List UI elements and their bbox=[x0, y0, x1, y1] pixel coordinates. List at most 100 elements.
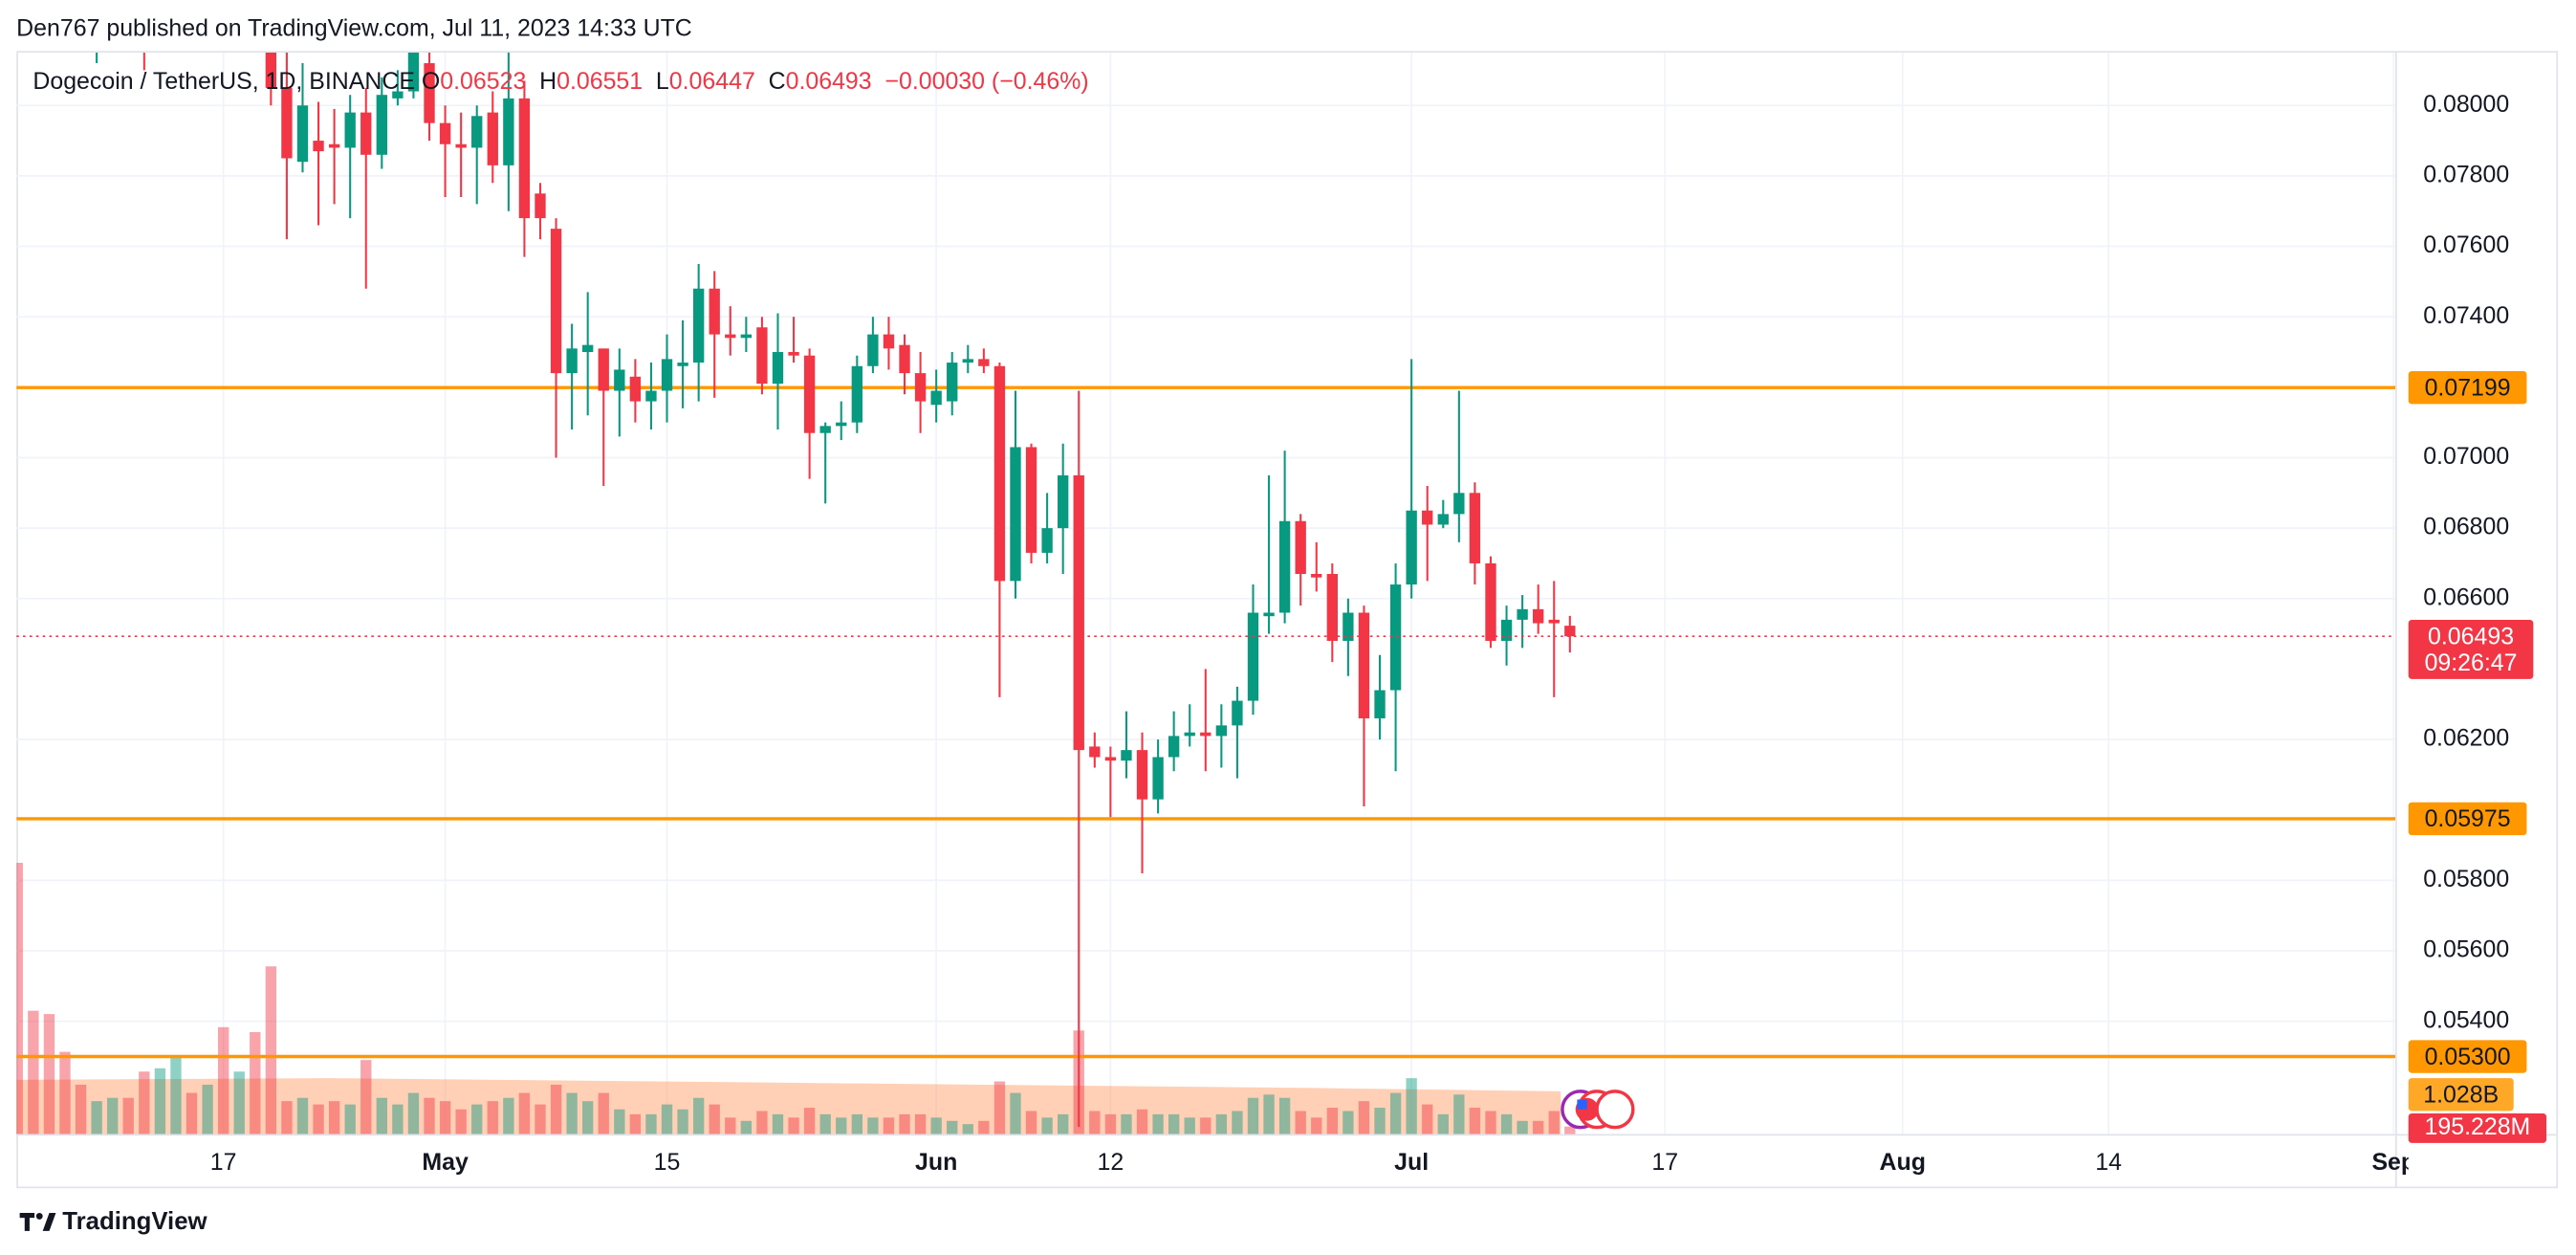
volume-ma-box bbox=[2408, 1078, 2514, 1112]
volume-bar bbox=[186, 1092, 198, 1134]
legend: Dogecoin / TetherUS, 1D, BINANCE O0.0652… bbox=[33, 68, 1088, 95]
volume-ma-area bbox=[16, 1078, 1561, 1134]
volume-bar bbox=[202, 1084, 213, 1134]
volume-bar bbox=[1168, 1113, 1180, 1134]
candle-body bbox=[503, 98, 514, 165]
candle-body bbox=[471, 116, 483, 148]
volume-bar bbox=[328, 1101, 340, 1134]
candle-body bbox=[296, 105, 309, 163]
candle-body bbox=[1136, 750, 1148, 800]
candle-body bbox=[629, 376, 642, 402]
event-flag bbox=[1577, 1099, 1587, 1110]
candle-body bbox=[772, 352, 784, 385]
x-tick-label: May bbox=[422, 1149, 469, 1176]
volume-bar bbox=[392, 1104, 404, 1134]
candle-body bbox=[788, 352, 799, 356]
volume-bar bbox=[1104, 1113, 1117, 1134]
volume-bar bbox=[1184, 1117, 1195, 1134]
volume-bar bbox=[851, 1113, 862, 1134]
volume-bar bbox=[487, 1101, 498, 1134]
candle-body bbox=[487, 112, 498, 165]
volume-bar bbox=[1343, 1111, 1354, 1134]
volume-bar bbox=[709, 1104, 720, 1134]
level-label: 0.05300 bbox=[2425, 1044, 2511, 1070]
level-label-box bbox=[2408, 371, 2527, 405]
candle-body bbox=[1485, 562, 1496, 641]
volume-bar bbox=[170, 1056, 182, 1134]
plot-area bbox=[16, 53, 2396, 1134]
volume-last-box bbox=[2408, 1112, 2547, 1143]
candle-body bbox=[1500, 619, 1513, 641]
volume-bar bbox=[503, 1097, 514, 1134]
candle-body bbox=[1548, 619, 1560, 624]
volume-bar bbox=[28, 1010, 39, 1134]
volume-bar bbox=[788, 1117, 799, 1134]
volume-bar bbox=[962, 1124, 973, 1134]
candle-body bbox=[993, 365, 1006, 582]
volume-bar bbox=[978, 1120, 990, 1134]
y-tick-label: 0.08000 bbox=[2423, 91, 2509, 118]
candle-body bbox=[867, 334, 879, 366]
legend-symbol: Dogecoin / TetherUS, 1D, BINANCE bbox=[33, 68, 415, 95]
volume-bar bbox=[16, 863, 23, 1134]
volume-bar bbox=[1200, 1117, 1212, 1134]
volume-bar bbox=[740, 1120, 753, 1134]
level-label: 0.05975 bbox=[2425, 805, 2511, 832]
volume-bar bbox=[1295, 1111, 1306, 1134]
y-tick-label: 0.05600 bbox=[2423, 936, 2509, 963]
volume-bar bbox=[1500, 1113, 1513, 1134]
candle-body bbox=[661, 359, 673, 391]
candle-body bbox=[1247, 612, 1259, 701]
legend-close: 0.06493 bbox=[786, 68, 872, 95]
volume-bar bbox=[550, 1084, 562, 1134]
volume-bar bbox=[614, 1109, 625, 1134]
volume-bar bbox=[1485, 1111, 1496, 1134]
volume-bar bbox=[75, 1084, 87, 1134]
volume-bar bbox=[1437, 1113, 1449, 1134]
volume-bar bbox=[265, 966, 277, 1134]
volume-bar bbox=[772, 1113, 784, 1134]
candle-body bbox=[1358, 612, 1370, 718]
volume-bar bbox=[566, 1092, 578, 1134]
candle-body bbox=[344, 112, 356, 148]
candle-body bbox=[1517, 608, 1528, 620]
volume-bar bbox=[1453, 1094, 1465, 1134]
volume-bar bbox=[914, 1113, 927, 1134]
volume-bar bbox=[407, 1092, 420, 1134]
logo-part bbox=[35, 1212, 43, 1220]
x-tick-label: Jul bbox=[1394, 1149, 1429, 1176]
candle-body bbox=[725, 334, 736, 339]
candles bbox=[16, 53, 2396, 1128]
volume-bar bbox=[1247, 1097, 1259, 1134]
volume-bar bbox=[629, 1113, 642, 1134]
candle-body bbox=[566, 348, 578, 374]
logo-part bbox=[42, 1212, 56, 1231]
volume-bar bbox=[360, 1060, 372, 1134]
volume-bar bbox=[756, 1111, 768, 1134]
candle-body bbox=[424, 63, 435, 123]
volume-bar bbox=[867, 1117, 879, 1134]
candle-body bbox=[1073, 474, 1084, 751]
volume-bar bbox=[344, 1104, 356, 1134]
volume-bar bbox=[250, 1031, 261, 1134]
volume-bar bbox=[281, 1101, 293, 1134]
level-label-box bbox=[2408, 802, 2527, 836]
volume-bar bbox=[1469, 1108, 1481, 1134]
y-tick-label: 0.05800 bbox=[2423, 866, 2509, 892]
candle-body bbox=[614, 369, 625, 391]
candle-body bbox=[883, 334, 895, 349]
volume-bar bbox=[1025, 1111, 1037, 1134]
candle-body bbox=[328, 143, 340, 148]
event-icons bbox=[1561, 1090, 1635, 1130]
y-tick-label: 0.05400 bbox=[2423, 1006, 2509, 1033]
volume-bar bbox=[1517, 1120, 1528, 1134]
brand-logo bbox=[19, 1212, 56, 1231]
logo-part bbox=[24, 1212, 30, 1231]
candle-body bbox=[1406, 510, 1417, 585]
y-tick-label: 0.06200 bbox=[2423, 725, 2509, 752]
candle-body bbox=[550, 229, 562, 374]
volume-bar bbox=[899, 1113, 910, 1134]
volume-bar bbox=[1374, 1108, 1386, 1134]
y-tick-label: 0.07800 bbox=[2423, 161, 2509, 187]
